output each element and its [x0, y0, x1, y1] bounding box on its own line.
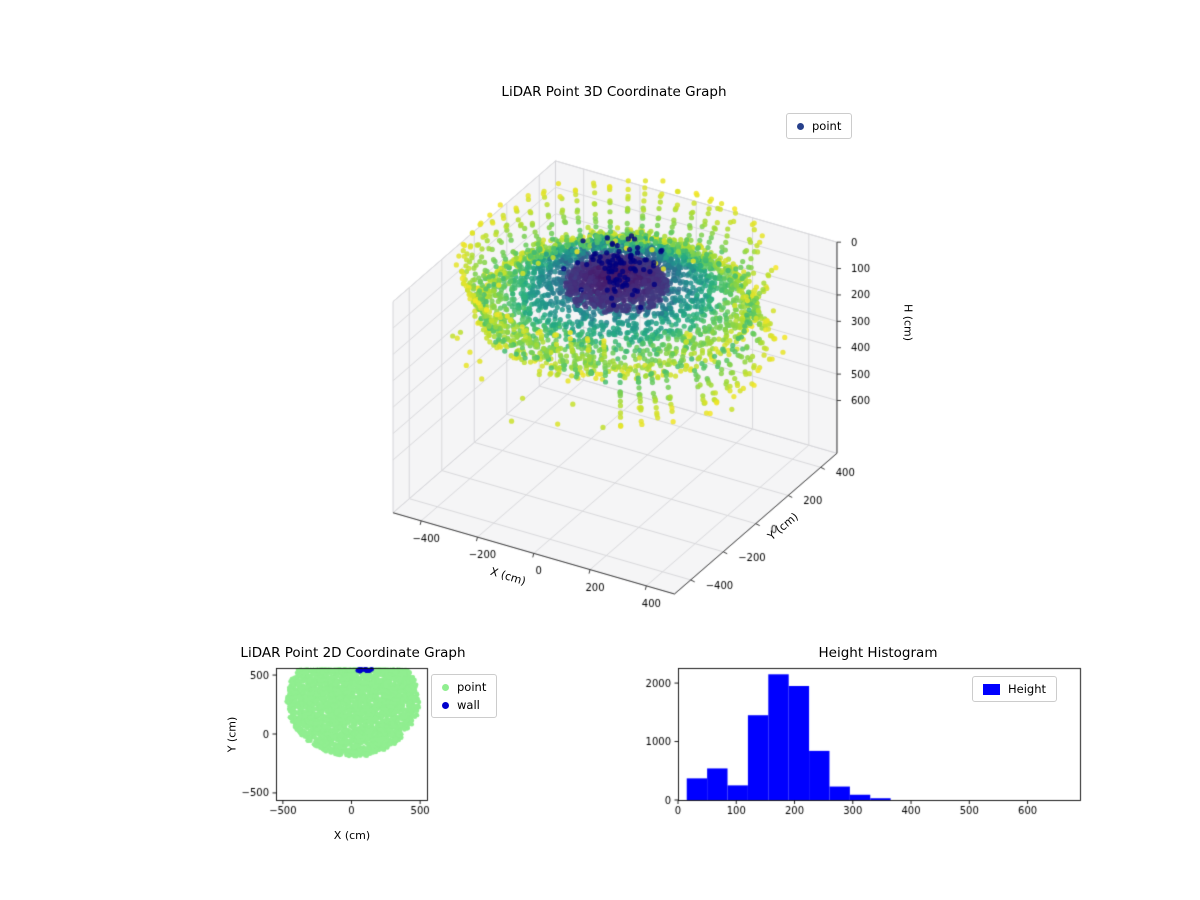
point-marker-icon	[442, 683, 449, 691]
plot3d-legend: point	[786, 113, 853, 139]
legend-label-wall: wall	[457, 698, 480, 712]
plot2d-title: LiDAR Point 2D Coordinate Graph	[240, 645, 466, 661]
wall-marker-icon	[442, 701, 449, 709]
plot2d-yaxis-label: Y (cm)	[225, 716, 239, 753]
legend-row-point: point	[797, 119, 841, 133]
histogram-legend: Height	[972, 676, 1058, 702]
histogram-title: Height Histogram	[818, 645, 938, 661]
plot3d-zaxis-label: H (cm)	[901, 303, 915, 342]
point-marker-icon	[797, 122, 804, 130]
legend-label-point: point	[812, 119, 842, 133]
legend-row-point: point	[442, 680, 486, 694]
legend-label-point: point	[457, 680, 487, 694]
legend-row-height: Height	[983, 682, 1046, 696]
height-patch-icon	[983, 683, 1000, 695]
plot2d-legend: point wall	[431, 674, 498, 718]
plot3d-title: LiDAR Point 3D Coordinate Graph	[501, 84, 727, 100]
legend-label-height: Height	[1008, 682, 1047, 696]
legend-row-wall: wall	[442, 698, 486, 712]
plot2d-xaxis-label: X (cm)	[333, 829, 371, 842]
